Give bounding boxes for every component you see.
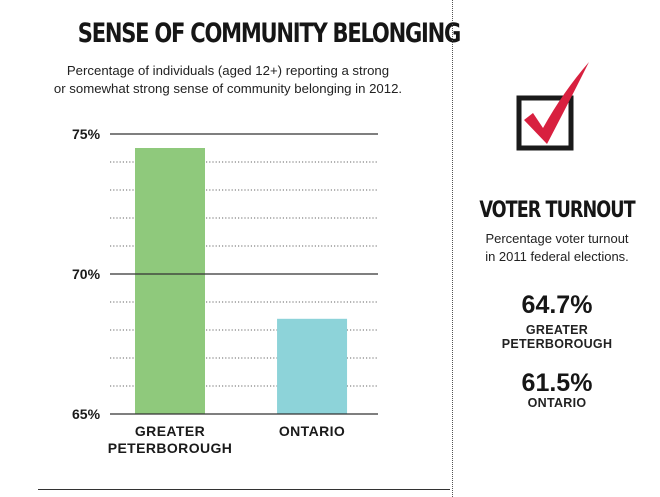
stat-label-peterborough: GREATER PETERBOROUGH (454, 323, 660, 351)
y-tick-label: 65% (72, 406, 101, 422)
y-tick-label: 70% (72, 266, 101, 282)
bar-greater-peterborough (135, 148, 205, 414)
x-tick-label: GREATER (135, 423, 205, 439)
bar-ontario (277, 318, 348, 414)
stat-value-ontario: 61.5% (521, 369, 593, 397)
chart-subtitle-line-1: Percentage of individuals (aged 12+) rep… (66, 63, 390, 78)
x-tick-label: PETERBOROUGH (108, 440, 233, 456)
voter-turnout-subtitle-line-2: in 2011 federal elections. (485, 249, 629, 264)
bottom-rule (38, 489, 450, 490)
stat-value-peterborough: 64.7% (521, 291, 593, 319)
checkmark-box-icon (516, 62, 589, 151)
stat-label-ontario-line-1: ONTARIO (527, 396, 587, 410)
community-belonging-panel: SENSE OF COMMUNITY BELONGING Percentage … (38, 18, 461, 456)
panel-divider (452, 0, 453, 497)
stat-label-ontario: ONTARIO (454, 396, 660, 410)
voter-turnout-subtitle: Percentage voter turnout in 2011 federal… (454, 230, 660, 266)
x-tick-label: ONTARIO (279, 423, 345, 439)
y-tick-label: 75% (72, 126, 101, 142)
stat-label-peterborough-line-2: PETERBOROUGH (501, 337, 613, 351)
voter-turnout-subtitle-line-1: Percentage voter turnout (485, 231, 629, 246)
chart-subtitle: Percentage of individuals (aged 12+) rep… (38, 62, 418, 98)
voter-turnout-panel: VOTER TURNOUT Percentage voter turnout i… (454, 0, 660, 497)
voter-turnout-title: VOTER TURNOUT (479, 198, 635, 223)
chart-subtitle-line-2: or somewhat strong sense of community be… (53, 81, 403, 96)
stat-label-peterborough-line-1: GREATER (525, 323, 589, 337)
